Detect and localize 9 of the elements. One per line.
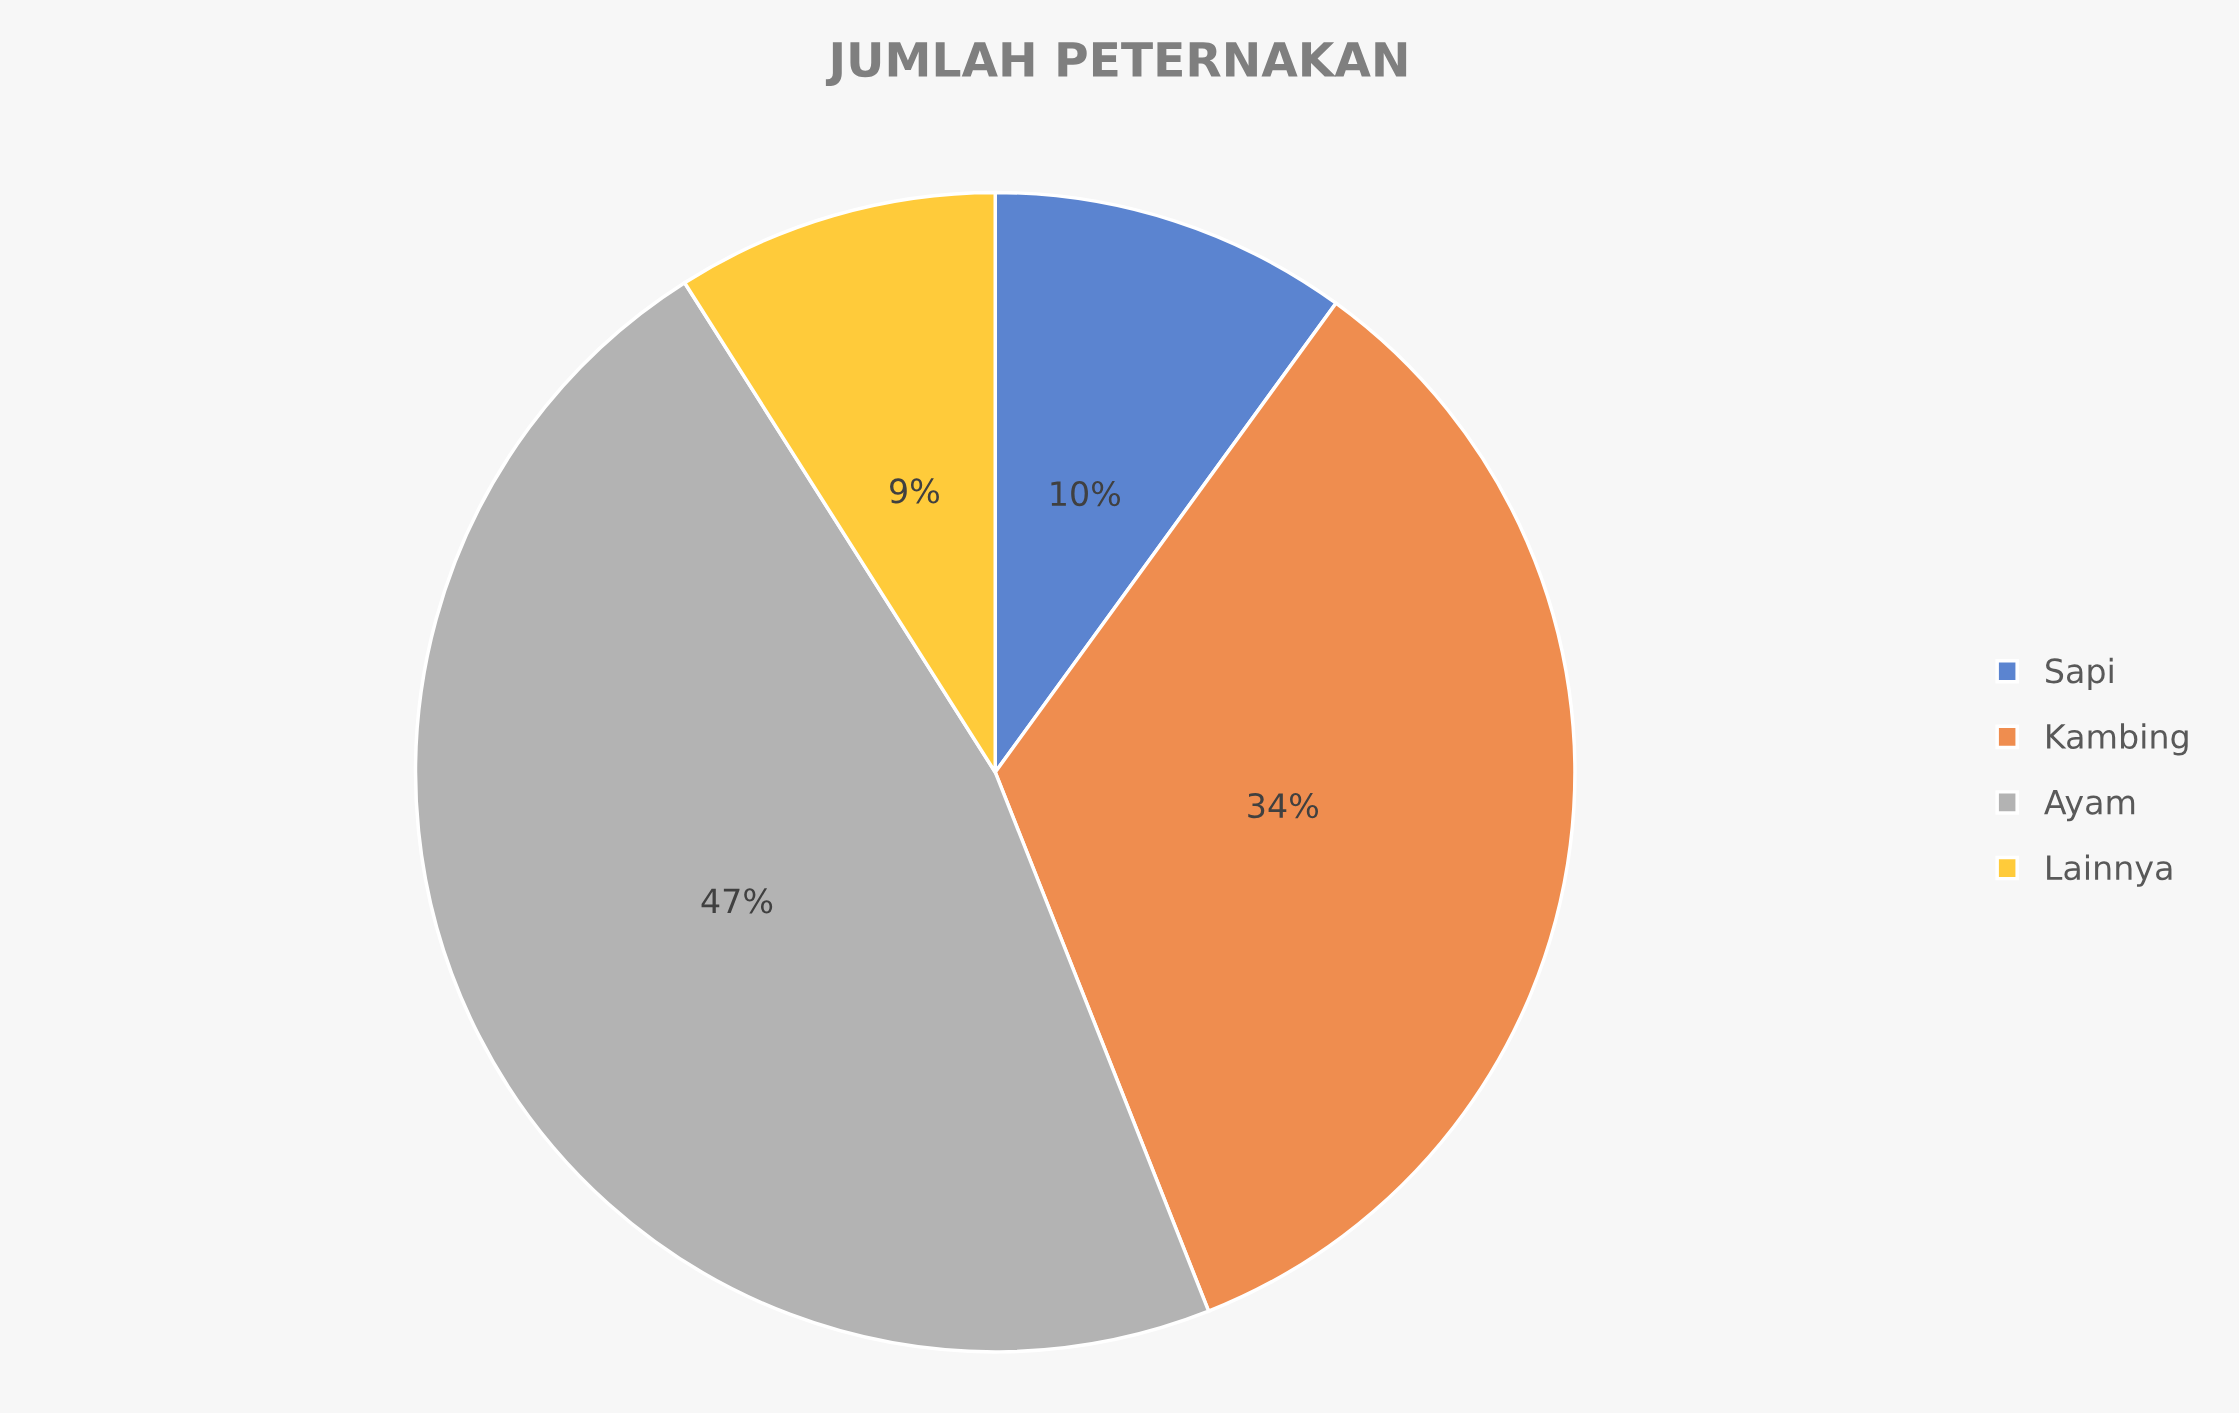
data-label: 47% <box>701 888 773 914</box>
legend-label: Lainnya <box>2047 854 2172 887</box>
data-label: 9% <box>890 478 939 504</box>
legend-label: Sapi <box>2046 657 2113 690</box>
data-label: 34% <box>1248 792 1319 819</box>
data-label: 10% <box>1051 481 1121 507</box>
legend-label: Kambing <box>2047 723 2188 756</box>
legend-label: Ayam <box>2044 789 2135 822</box>
chart-title: JUMLAH PETERNAKAN <box>825 42 1407 87</box>
